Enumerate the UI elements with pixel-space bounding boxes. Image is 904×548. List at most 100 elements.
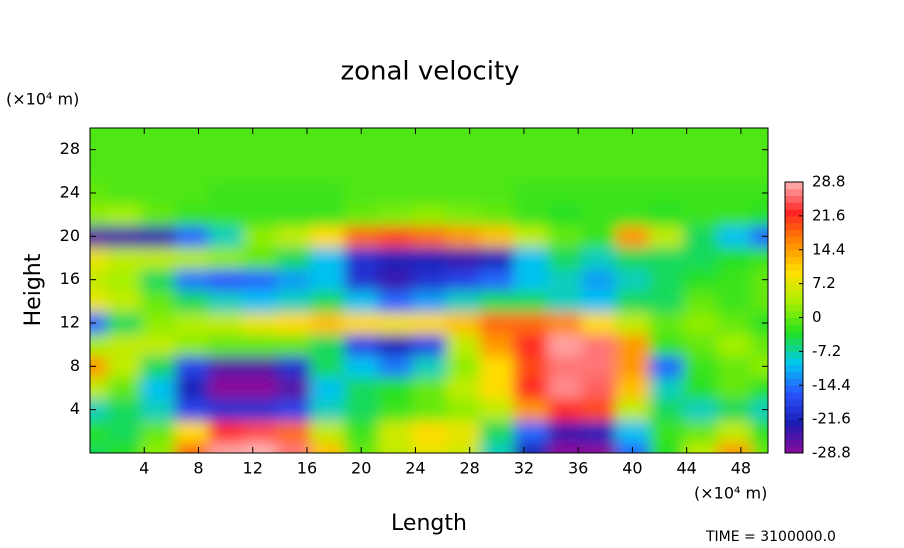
cell	[310, 377, 345, 400]
cell	[649, 312, 684, 335]
cell	[140, 377, 176, 400]
cell	[140, 420, 176, 443]
cell	[412, 355, 447, 378]
cell	[581, 355, 616, 378]
cell	[581, 420, 616, 443]
cell	[140, 355, 176, 378]
cell	[90, 333, 108, 356]
cell	[513, 203, 549, 226]
cell	[717, 247, 752, 270]
cell	[751, 312, 768, 335]
cell	[378, 377, 413, 400]
cell	[378, 268, 413, 291]
cell	[412, 225, 447, 248]
cell	[242, 420, 277, 443]
cell	[751, 355, 768, 378]
cell	[378, 128, 413, 140]
colorbar-band	[785, 209, 803, 217]
cell	[174, 268, 210, 291]
cell	[106, 203, 142, 226]
cell	[412, 377, 447, 400]
cell	[513, 225, 549, 248]
cell	[208, 225, 244, 248]
cell	[344, 138, 379, 161]
cell	[310, 225, 345, 248]
cell	[378, 355, 413, 378]
cell	[717, 377, 752, 400]
cell	[479, 203, 515, 226]
cell	[751, 268, 768, 291]
cell	[479, 442, 515, 453]
cell	[445, 420, 481, 443]
cell	[513, 420, 549, 443]
cell	[140, 398, 176, 421]
cell	[479, 128, 515, 140]
cell	[344, 225, 379, 248]
cell	[649, 160, 684, 183]
cell	[242, 128, 277, 140]
cell	[649, 268, 684, 291]
y-tick-label: 24	[60, 183, 80, 202]
cell	[208, 128, 244, 140]
chart-title: zonal velocity	[340, 57, 519, 87]
cell	[208, 333, 244, 356]
cell	[649, 333, 684, 356]
x-tick-label: 48	[731, 459, 751, 478]
x-tick-label: 36	[568, 459, 588, 478]
cell	[615, 355, 650, 378]
cell	[140, 312, 176, 335]
cell	[412, 398, 447, 421]
cell	[513, 398, 549, 421]
cell	[717, 420, 752, 443]
cell	[412, 333, 447, 356]
x-tick-label: 32	[514, 459, 534, 478]
colorbar-band	[785, 371, 803, 379]
cells	[90, 128, 768, 453]
cell	[412, 312, 447, 335]
cell	[649, 128, 684, 140]
cell	[683, 138, 718, 161]
cell	[412, 160, 447, 183]
cell	[751, 333, 768, 356]
cell	[751, 420, 768, 443]
colorbar-band	[785, 297, 803, 305]
cell	[378, 160, 413, 183]
cell	[276, 333, 311, 356]
cell	[90, 398, 108, 421]
cell	[412, 420, 447, 443]
cell	[649, 247, 684, 270]
cell	[310, 160, 345, 183]
cell	[106, 268, 142, 291]
cell	[547, 128, 583, 140]
cell	[615, 420, 650, 443]
cell	[513, 312, 549, 335]
cell	[683, 355, 718, 378]
cell	[513, 268, 549, 291]
colorbar-tick-label: 21.6	[812, 206, 845, 224]
cell	[581, 268, 616, 291]
cell	[751, 182, 768, 205]
cell	[140, 128, 176, 140]
colorbar-band	[785, 432, 803, 440]
cell	[751, 128, 768, 140]
cell	[208, 398, 244, 421]
cell	[242, 398, 277, 421]
cell	[649, 420, 684, 443]
x-tick-label: 20	[351, 459, 371, 478]
y-unit: (×10⁴ m)	[6, 90, 79, 109]
cell	[276, 420, 311, 443]
y-tick-label: 8	[70, 356, 80, 375]
colorbar-band	[785, 419, 803, 427]
cell	[378, 182, 413, 205]
cell	[547, 182, 583, 205]
colorbar-band	[785, 188, 803, 197]
cell	[547, 312, 583, 335]
x-tick-label: 24	[405, 459, 425, 478]
cell	[683, 442, 718, 453]
cell	[445, 377, 481, 400]
cell	[445, 355, 481, 378]
cell	[90, 138, 108, 161]
cell	[174, 247, 210, 270]
cell	[751, 247, 768, 270]
cell	[378, 312, 413, 335]
